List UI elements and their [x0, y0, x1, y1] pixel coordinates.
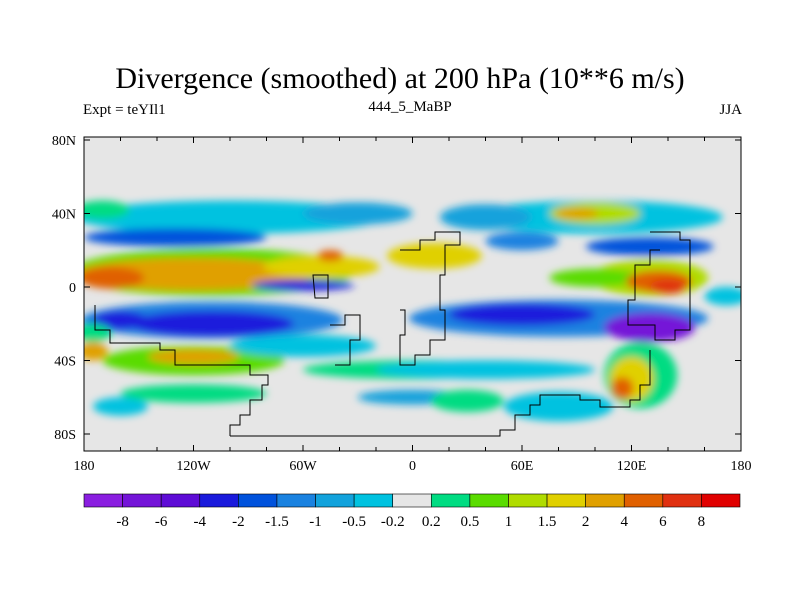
contour-region	[84, 200, 130, 220]
contour-region	[704, 287, 741, 306]
contour-region	[147, 349, 240, 365]
labelbar-box	[122, 493, 162, 508]
contour-region	[84, 228, 267, 247]
contour-region	[430, 389, 504, 412]
labelbar-box	[238, 493, 278, 508]
labelbar-box	[662, 493, 702, 508]
contour-region	[84, 266, 145, 289]
contour-region	[303, 202, 413, 225]
contour-region	[554, 207, 599, 220]
y-tick-label: 40S	[54, 355, 76, 370]
labelbar-box	[469, 493, 509, 508]
antarctica-coast	[94, 305, 269, 436]
contour-region	[604, 312, 696, 343]
contour-region	[120, 384, 267, 403]
labelbar-label: -6	[155, 514, 168, 530]
y-tick-label: 80N	[52, 134, 76, 149]
labelbar-label: 6	[659, 514, 667, 530]
contour-region	[84, 323, 112, 343]
contour-region	[230, 334, 376, 357]
contour-region	[549, 268, 641, 287]
labelbar-box	[315, 493, 355, 508]
labelbar-label: 2	[582, 514, 590, 530]
contour-region	[251, 279, 355, 291]
x-tick-label: 180	[74, 459, 95, 474]
center-string: 444_5_MaBP	[368, 99, 452, 115]
x-tick-label: 60W	[289, 459, 317, 474]
labelbar-label: -4	[194, 514, 207, 530]
south-america-coast	[312, 274, 361, 366]
y-tick-label: 80S	[54, 428, 76, 443]
labelbar-label: 0.2	[422, 514, 441, 530]
labelbar-box	[392, 493, 432, 508]
labelbar-box	[160, 493, 201, 508]
labelbar-label: -0.5	[342, 514, 366, 530]
labelbar-box	[353, 493, 394, 508]
y-tick-label: 0	[69, 281, 76, 296]
x-tick-label: 0	[409, 459, 416, 474]
labelbar-box	[199, 493, 239, 508]
contour-region	[649, 279, 687, 295]
labelbar-box	[546, 493, 586, 508]
contour-region	[585, 237, 714, 256]
axis-ticks: 180 120W 60W 0 60E 120E 180 80N 40N 0 40S 80S	[52, 134, 752, 474]
plot-title: Divergence (smoothed) at 200 hPa (10**6 …	[115, 62, 685, 95]
contour-region	[84, 342, 108, 361]
labelbar-label: -0.2	[381, 514, 405, 530]
x-tick-label: 120W	[176, 459, 211, 474]
labelbar-label: -2	[232, 514, 245, 530]
left-string: Expt = teYIl1	[83, 102, 166, 118]
contour-region	[386, 242, 482, 269]
labelbar-box	[585, 493, 625, 508]
contour-region	[503, 391, 614, 422]
labelbar-label: 8	[698, 514, 706, 530]
labelbar-label: -1	[309, 514, 322, 530]
south-antarctic-edge	[230, 350, 651, 437]
labelbar-label: 4	[620, 514, 628, 530]
x-tick-label: 180	[731, 459, 752, 474]
labelbar-box	[623, 493, 664, 508]
right-string: JJA	[719, 102, 742, 118]
contour-region	[485, 231, 559, 251]
labelbar-label: -1.5	[265, 514, 289, 530]
labelbar-box	[701, 493, 741, 508]
labelbar-box	[508, 493, 548, 508]
contour-region	[129, 310, 294, 337]
labelbar-label: 1.5	[538, 514, 557, 530]
contour-region	[262, 255, 380, 278]
x-tick-label: 120E	[617, 459, 647, 474]
labelbar-label: 1	[505, 514, 513, 530]
labelbar-label: -8	[116, 514, 129, 530]
contour-region	[439, 204, 532, 231]
labelbar-box	[276, 493, 316, 508]
contour-region	[93, 310, 148, 330]
contour-region	[449, 303, 595, 326]
contour-region	[317, 250, 344, 262]
contour-field	[84, 200, 741, 422]
coastlines	[94, 231, 691, 437]
x-tick-label: 60E	[511, 459, 534, 474]
contour-region	[611, 377, 634, 400]
y-tick-label: 40N	[52, 208, 76, 223]
labelbar-label: 0.5	[461, 514, 480, 530]
color-labelbar: -8 -6 -4 -2 -1.5 -1 -0.5 -0.2 0.2 0.5 1 1.5 2 4 6 8	[83, 493, 741, 530]
contour-region	[93, 397, 148, 416]
africa-coast	[399, 231, 461, 366]
labelbar-box	[430, 493, 471, 508]
contour-region	[376, 360, 595, 379]
asia-australia-coast	[627, 231, 691, 341]
labelbar-box	[83, 493, 123, 508]
